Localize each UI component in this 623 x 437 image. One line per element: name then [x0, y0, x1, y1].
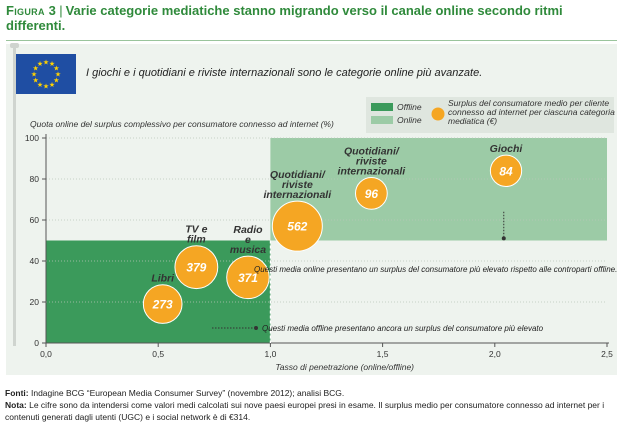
annotation-online: Questi media online presentano un surplu… — [254, 265, 617, 274]
flag-star: ★ — [43, 83, 49, 91]
bubble-label: internazionali — [263, 189, 332, 201]
x-tick-label: 2,5 — [601, 349, 613, 359]
bubble-value: 379 — [186, 261, 206, 275]
bubble-label: Libri — [151, 273, 175, 285]
x-axis-label: Tasso di penetrazione (online/offline) — [275, 362, 414, 372]
flag-star: ★ — [49, 60, 55, 68]
bubble-value: 562 — [287, 220, 307, 234]
bubble-label: musica — [230, 244, 266, 256]
flag-star: ★ — [37, 81, 43, 89]
sources-block: Fonti: Indagine BCG “European Media Cons… — [5, 387, 617, 423]
bubble-label: film — [187, 234, 206, 246]
legend-bubble-label: Surplus del consumatore medio per client… — [448, 98, 609, 108]
bubble-value: 84 — [499, 164, 513, 178]
x-tick-label: 1,5 — [377, 349, 389, 359]
y-tick-label: 0 — [34, 338, 39, 348]
legend-bubble-label: mediatica (€) — [448, 116, 497, 126]
title-divider — [6, 40, 617, 41]
bubble-value: 371 — [238, 271, 258, 285]
bubble-label: Quotidiani/ — [270, 169, 326, 181]
y-tick-label: 80 — [30, 174, 40, 184]
bubble-label: Quotidiani/ — [344, 145, 400, 157]
bubble-label: e — [245, 234, 251, 246]
chart-subtitle: I giochi e i quotidiani e riviste intern… — [86, 67, 483, 79]
bubble-label: Radio — [233, 224, 263, 236]
legend-box — [366, 97, 614, 133]
bubble-1: 273 Libri — [142, 273, 183, 324]
x-tick-label: 2,0 — [489, 349, 501, 359]
flag-star: ★ — [55, 71, 61, 79]
flagpole-cap — [10, 43, 19, 48]
y-tick-label: 100 — [25, 133, 39, 143]
note-line: Nota: Le cifre sono da intendersi come v… — [5, 400, 605, 422]
annotation-offline-dot — [254, 326, 258, 330]
flag-star: ★ — [32, 65, 38, 73]
x-tick-label: 0,5 — [152, 349, 164, 359]
x-tick-label: 0,0 — [40, 349, 52, 359]
legend-bubble-icon — [431, 107, 445, 121]
bubble-label: Giochi — [490, 143, 524, 155]
legend-bubble-label: connesso ad internet per ciascuna catego… — [448, 107, 615, 117]
bubble-label: internazionali — [338, 165, 407, 177]
flag-star: ★ — [43, 59, 49, 67]
figure-label: Figura 3 — [6, 3, 57, 18]
annotation-offline: Questi media offline presentano ancora u… — [262, 324, 544, 333]
legend-online-label: Online — [397, 115, 422, 125]
y-tick-label: 40 — [30, 256, 40, 266]
annotation-online-dot — [501, 236, 506, 241]
bubble-value: 273 — [152, 298, 173, 312]
flag-star: ★ — [49, 81, 55, 89]
y-axis-label: Quota online del surplus complessivo per… — [30, 119, 334, 129]
bubble-value: 96 — [365, 187, 379, 201]
figure-title: Figura 3 | Varie categorie mediatiche stan… — [6, 3, 563, 33]
region-online — [270, 138, 607, 241]
bubble-circle — [142, 284, 183, 324]
bubble-circle — [271, 200, 323, 252]
flag-star: ★ — [53, 65, 59, 73]
flag-star: ★ — [37, 60, 43, 68]
bubble-label: TV e — [185, 224, 207, 236]
bubble-circle — [174, 245, 219, 290]
flag-star: ★ — [31, 71, 37, 79]
bubble-circle — [226, 255, 270, 300]
flag-star: ★ — [32, 77, 38, 85]
flag-star: ★ — [53, 77, 59, 85]
bubble-label: riviste — [282, 179, 313, 191]
flagpole — [13, 46, 16, 346]
bubble-circle — [355, 176, 388, 210]
legend-swatch-online — [371, 116, 393, 124]
x-tick-label: 1,0 — [264, 349, 276, 359]
legend-offline-label: Offline — [397, 102, 422, 112]
figure-title-text: Varie categorie mediatiche stanno migran… — [6, 3, 563, 33]
legend-swatch-offline — [371, 103, 393, 111]
y-tick-label: 20 — [30, 297, 40, 307]
bubble-label: riviste — [356, 155, 387, 167]
bubble-circle — [489, 154, 523, 187]
y-tick-label: 60 — [30, 215, 40, 225]
bubble-6: 84 Giochi — [489, 143, 524, 187]
eu-flag-icon: ★ ★ ★ ★ ★ ★ ★ ★ ★ ★ ★ ★ — [16, 54, 76, 94]
sources-line: Fonti: Indagine BCG “European Media Cons… — [5, 388, 345, 398]
